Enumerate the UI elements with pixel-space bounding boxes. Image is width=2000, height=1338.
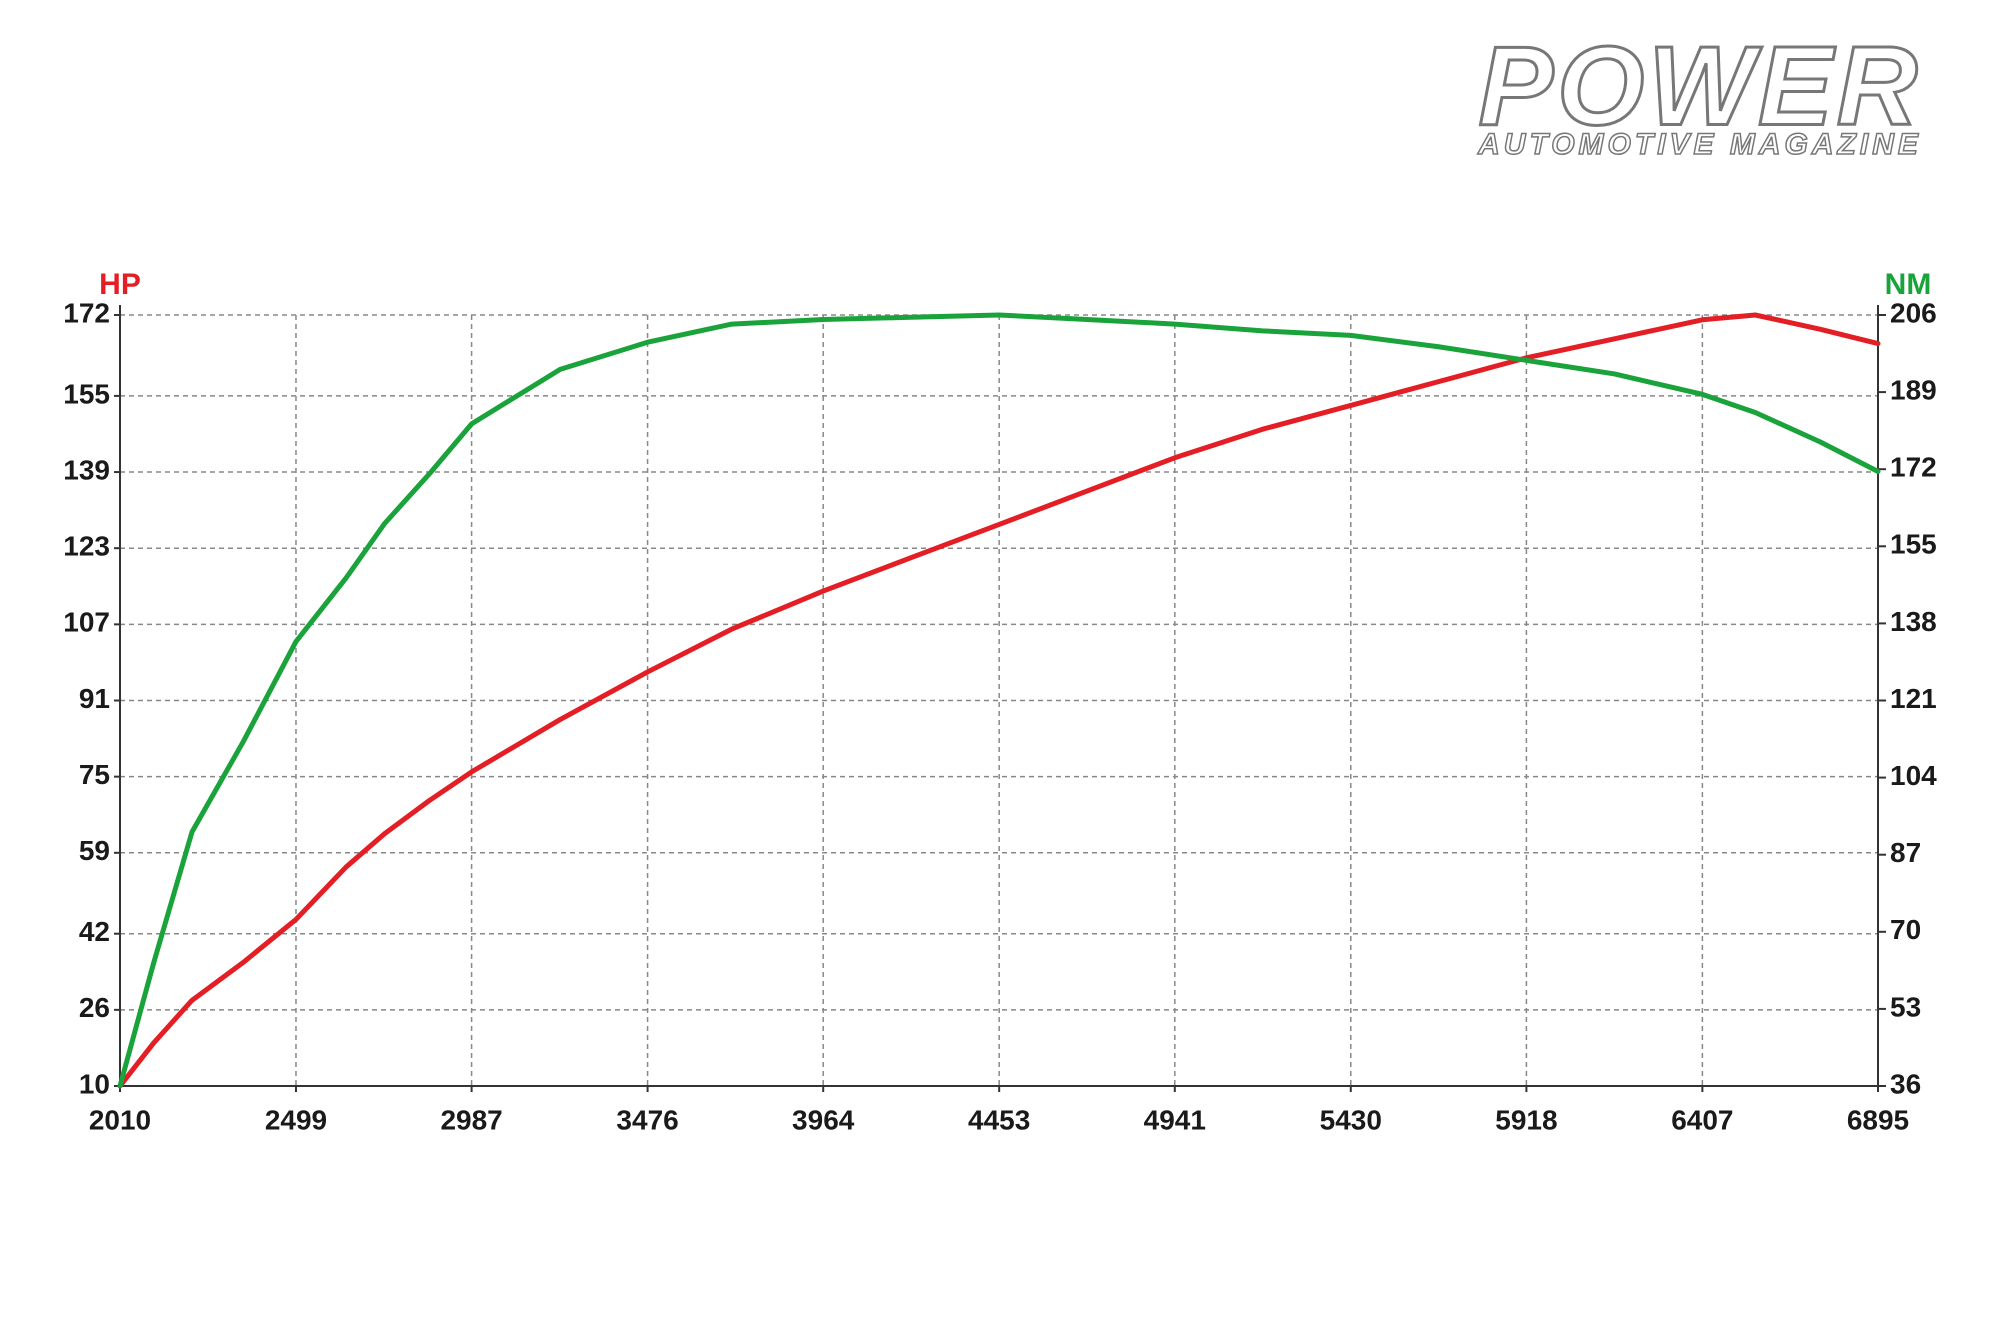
y2-tick-label: 104	[1890, 760, 1937, 791]
y-tick-label: 139	[63, 454, 110, 485]
y2-tick-label: 36	[1890, 1068, 1921, 1099]
y2-tick-label: 87	[1890, 837, 1921, 868]
x-tick-label: 2010	[89, 1104, 151, 1135]
y-tick-label: 123	[63, 531, 110, 562]
y2-tick-label: 121	[1890, 683, 1937, 714]
y-tick-label: 172	[63, 297, 110, 328]
y2-axis-label: NM	[1885, 268, 1932, 301]
y-tick-label: 107	[63, 607, 110, 638]
logo-subtitle: AUTOMOTIVE MAGAZINE	[1477, 128, 1922, 161]
series-line	[117, 312, 1881, 1089]
x-tick-label: 4941	[1144, 1104, 1206, 1135]
y-tick-label: 26	[79, 992, 110, 1023]
x-tick-label: 3476	[616, 1104, 678, 1135]
y2-tick-label: 138	[1890, 606, 1937, 637]
x-tick-label: 2499	[265, 1104, 327, 1135]
series-line	[117, 312, 1881, 1089]
y2-tick-label: 70	[1890, 914, 1921, 945]
logo-title: POWER	[1478, 24, 1921, 149]
y-tick-label: 91	[79, 683, 110, 714]
x-tick-label: 3964	[792, 1104, 855, 1135]
y2-tick-label: 172	[1890, 452, 1937, 483]
x-tick-label: 6407	[1671, 1104, 1733, 1135]
x-tick-label: 5430	[1320, 1104, 1382, 1135]
y-tick-label: 59	[79, 835, 110, 866]
x-tick-label: 2987	[440, 1104, 502, 1135]
y2-tick-label: 155	[1890, 529, 1937, 560]
y-axis-label: HP	[99, 268, 141, 301]
y2-tick-label: 189	[1890, 374, 1937, 405]
y2-tick-label: 206	[1890, 297, 1937, 328]
y-tick-label: 10	[79, 1068, 110, 1099]
y2-tick-label: 53	[1890, 991, 1921, 1022]
x-tick-label: 6895	[1847, 1104, 1909, 1135]
x-tick-label: 5918	[1495, 1104, 1557, 1135]
y-tick-label: 42	[79, 916, 110, 947]
y-tick-label: 155	[63, 378, 110, 409]
y-tick-label: 75	[79, 759, 110, 790]
x-tick-label: 4453	[968, 1104, 1030, 1135]
logo: POWER AUTOMOTIVE MAGAZINE	[1476, 22, 1922, 162]
